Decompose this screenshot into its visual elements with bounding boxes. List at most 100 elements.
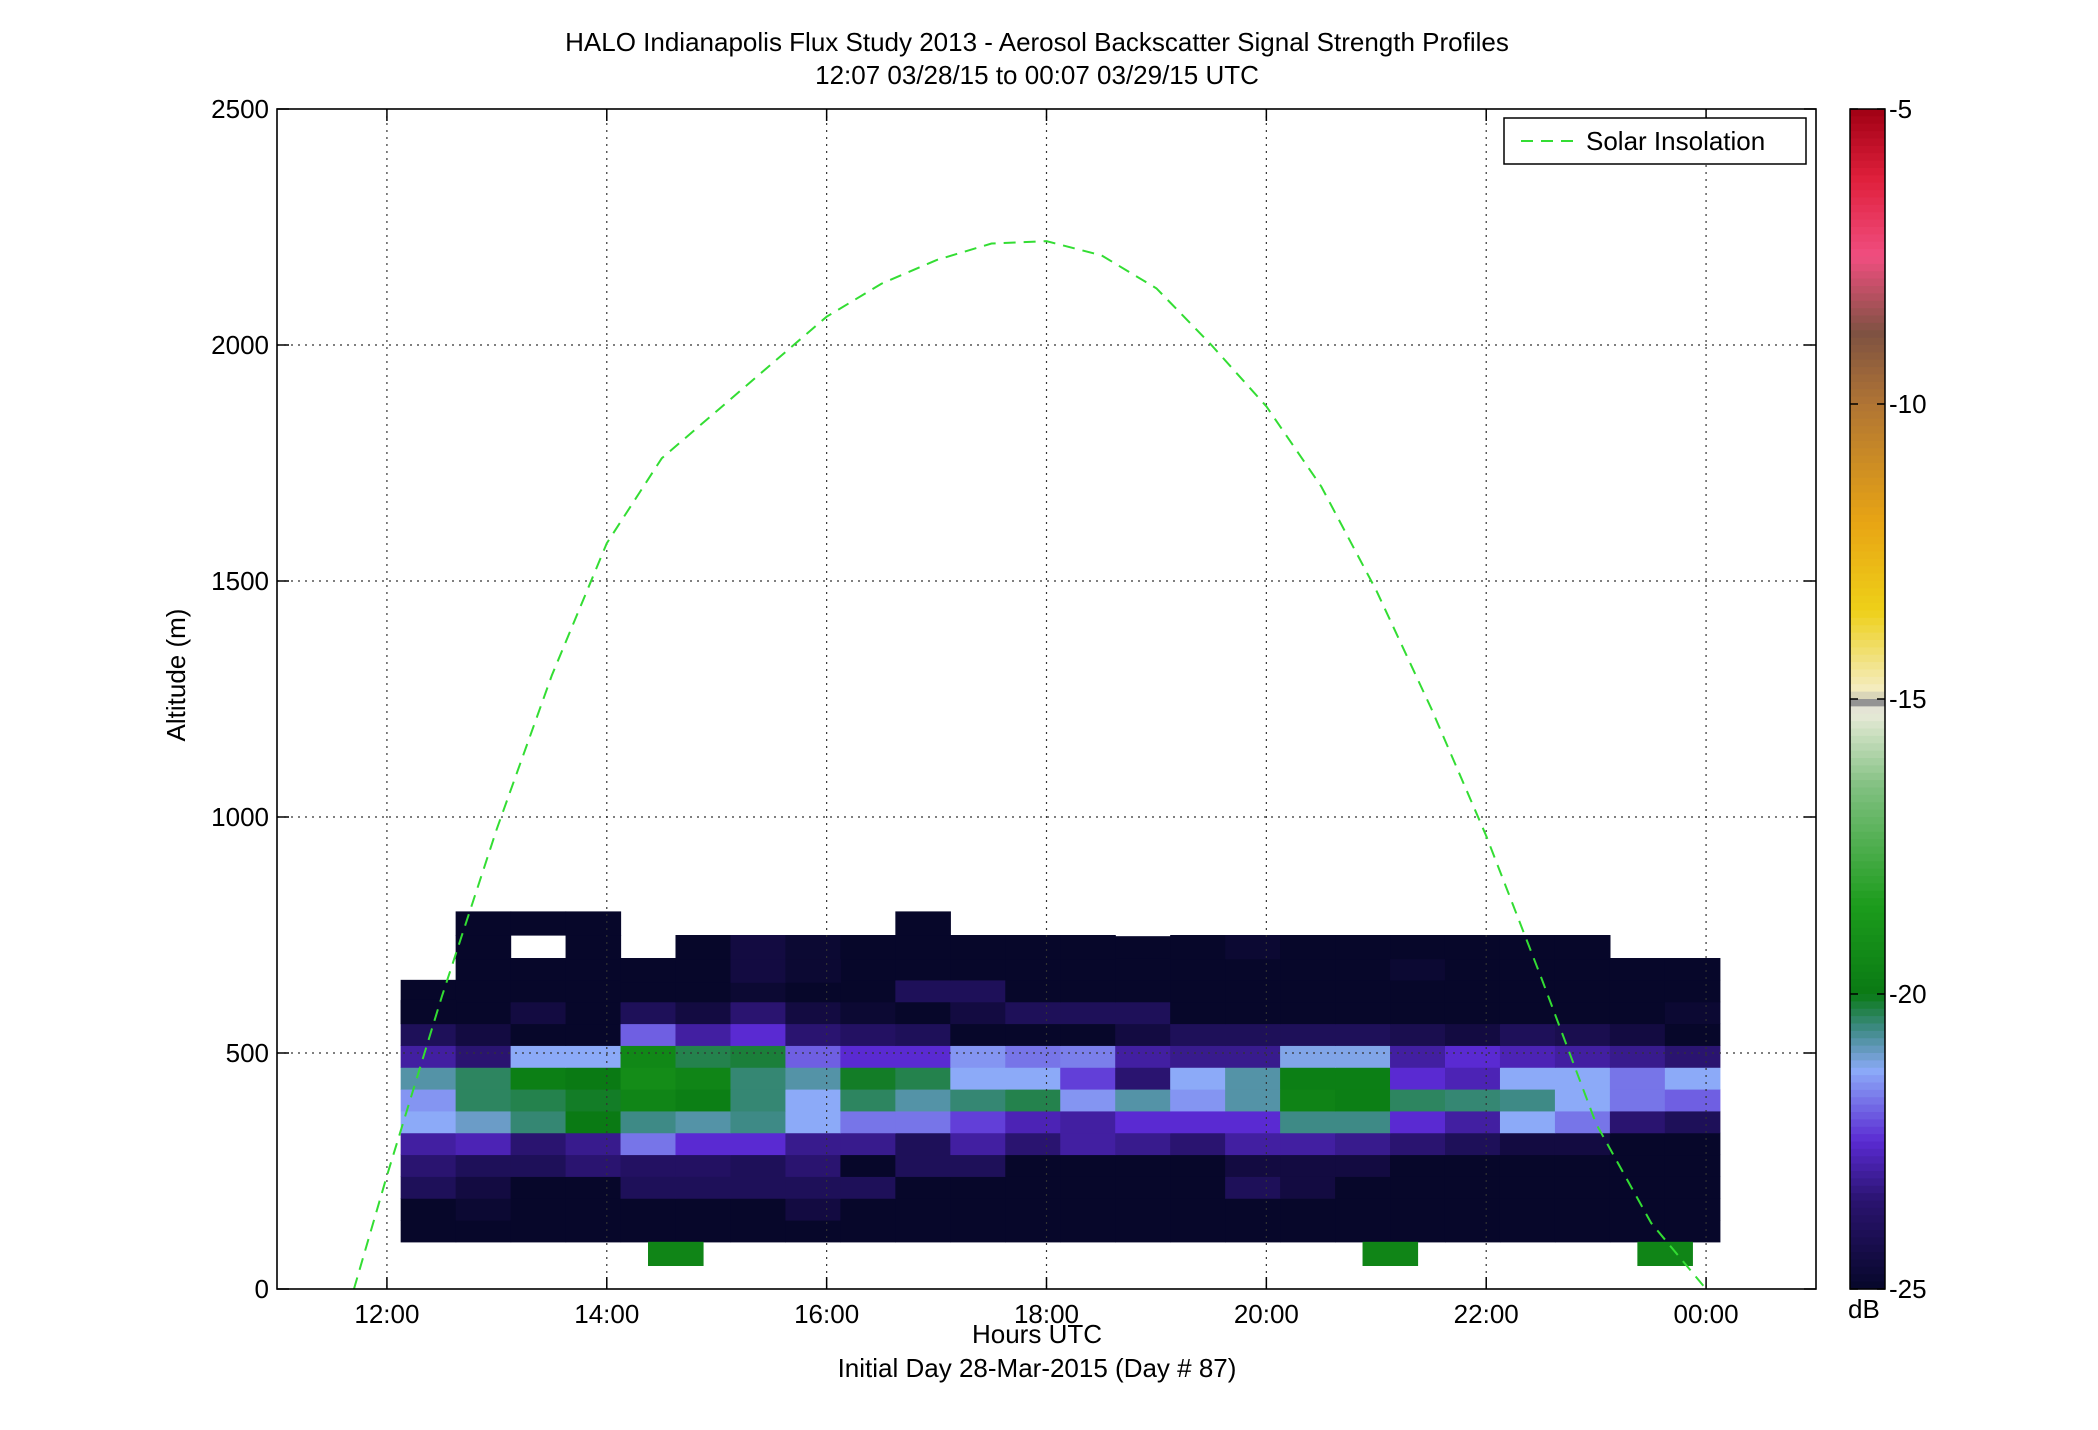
colorbar-segment [1850, 898, 1885, 907]
heatmap-cell [565, 1067, 622, 1090]
heatmap-cell [675, 1045, 732, 1068]
colorbar-segment [1850, 853, 1885, 862]
heatmap-cell [675, 1067, 732, 1090]
heatmap-cell [565, 1001, 622, 1025]
heatmap-cell [565, 1154, 622, 1177]
heatmap-cell [400, 1176, 457, 1199]
heatmap-cell [1170, 1023, 1226, 1046]
heatmap-cell [1280, 1132, 1336, 1156]
heatmap-cell [1170, 1219, 1226, 1243]
heatmap-cell [400, 1219, 457, 1243]
colorbar-segment [1850, 654, 1885, 663]
heatmap-cell [840, 1198, 896, 1221]
heatmap-cell [1499, 1132, 1556, 1156]
heatmap-cell [400, 1045, 457, 1068]
heatmap-cell [620, 1045, 677, 1068]
heatmap-cell [950, 1154, 1006, 1177]
heatmap-cell [1664, 1176, 1721, 1199]
heatmap-cell [1280, 958, 1336, 981]
heatmap-cell [1225, 1045, 1281, 1068]
heatmap-cell [455, 1088, 512, 1112]
heatmap-cell [1225, 979, 1281, 1003]
heatmap-cell [1280, 1067, 1336, 1090]
heatmap-cell [895, 911, 951, 936]
heatmap-cell [510, 1088, 567, 1112]
colorbar-segment [1850, 949, 1885, 958]
chart-title-line1: HALO Indianapolis Flux Study 2013 - Aero… [565, 27, 1509, 57]
colorbar-segment [1850, 912, 1885, 921]
colorbar-segment [1850, 979, 1885, 988]
colorbar-unit-label: dB [1848, 1294, 1880, 1324]
heatmap-cell [840, 1132, 896, 1156]
heatmap-cell [1225, 1219, 1281, 1243]
series-layer [352, 240, 1707, 1290]
colorbar: -5 -10 -15 -20 -25 [1849, 94, 1927, 1304]
colorbar-segment [1850, 1259, 1885, 1268]
colorbar-segment [1850, 227, 1885, 235]
heatmap-cell [1060, 1110, 1116, 1134]
heatmap-cell [1609, 958, 1666, 981]
colorbar-segment [1850, 669, 1885, 678]
heatmap-cell [1609, 1198, 1666, 1221]
heatmap-cell [1390, 1067, 1446, 1090]
heatmap-cell [1060, 1088, 1116, 1112]
heatmap-cell [1444, 1219, 1501, 1243]
heatmap-cell [1499, 1045, 1556, 1068]
heatmap-cell [1499, 1023, 1556, 1046]
heatmap-cell [785, 935, 841, 960]
heatmap-cell [1554, 1219, 1611, 1243]
heatmap-cell [1115, 1154, 1171, 1177]
colorbar-segment [1850, 817, 1885, 825]
heatmap-cell [1664, 1067, 1721, 1090]
colorbar-segment [1850, 404, 1885, 412]
heatmap-cell [1005, 1001, 1061, 1025]
heatmap-cell [1554, 935, 1611, 960]
colorbar-segment [1850, 131, 1885, 140]
heatmap-cell [1444, 1198, 1501, 1221]
colorbar-segment [1850, 713, 1885, 722]
heatmap-cell [510, 911, 567, 936]
heatmap-cell [730, 979, 787, 1003]
heatmap-cell [1005, 1088, 1061, 1112]
heatmap-cell [1170, 1001, 1226, 1025]
heatmap-cell [1225, 1001, 1281, 1025]
heatmap-cell [1554, 1001, 1611, 1025]
heatmap-cell [1444, 1132, 1501, 1156]
heatmap-cell [785, 1154, 841, 1177]
colorbar-segment [1850, 1023, 1885, 1032]
heatmap-cell [1499, 1219, 1556, 1243]
heatmap-cell [1664, 1110, 1721, 1134]
heatmap-cell [1609, 1045, 1666, 1068]
heatmap-cell [675, 1023, 732, 1046]
heatmap-cell [1335, 1045, 1391, 1068]
heatmap-cell [950, 1088, 1006, 1112]
heatmap-cell [620, 1154, 677, 1177]
colorbar-segment [1850, 676, 1885, 685]
heatmap-cell [1609, 979, 1666, 1003]
heatmap-cell [1444, 1176, 1501, 1199]
y-axis-label: Altitude (m) [161, 609, 191, 742]
heatmap-cell [620, 1176, 677, 1199]
heatmap-cell [950, 1219, 1006, 1243]
heatmap-cell [1005, 958, 1061, 981]
heatmap-cell [730, 1088, 787, 1112]
heatmap-cell [400, 999, 457, 1025]
heatmap-cell [1554, 958, 1611, 981]
colorbar-segment [1850, 190, 1885, 199]
heatmap-cell [840, 1110, 896, 1134]
heatmap-cell [510, 1110, 567, 1134]
heatmap-cell [1499, 1198, 1556, 1221]
heatmap-cell [1444, 1154, 1501, 1177]
heatmap-cell [840, 1001, 896, 1025]
heatmap-cell [895, 1198, 951, 1221]
colorbar-segment [1850, 455, 1885, 464]
heatmap-cell [730, 1154, 787, 1177]
heatmap-cell [1280, 1198, 1336, 1221]
heatmap-cell [455, 1067, 512, 1090]
colorbar-segment [1850, 1193, 1885, 1202]
colorbar-segment [1850, 581, 1885, 589]
heatmap-cell [1499, 935, 1556, 960]
heatmap-cell [785, 1045, 841, 1068]
heatmap-cell [455, 1198, 512, 1221]
colorbar-segment [1850, 492, 1885, 501]
